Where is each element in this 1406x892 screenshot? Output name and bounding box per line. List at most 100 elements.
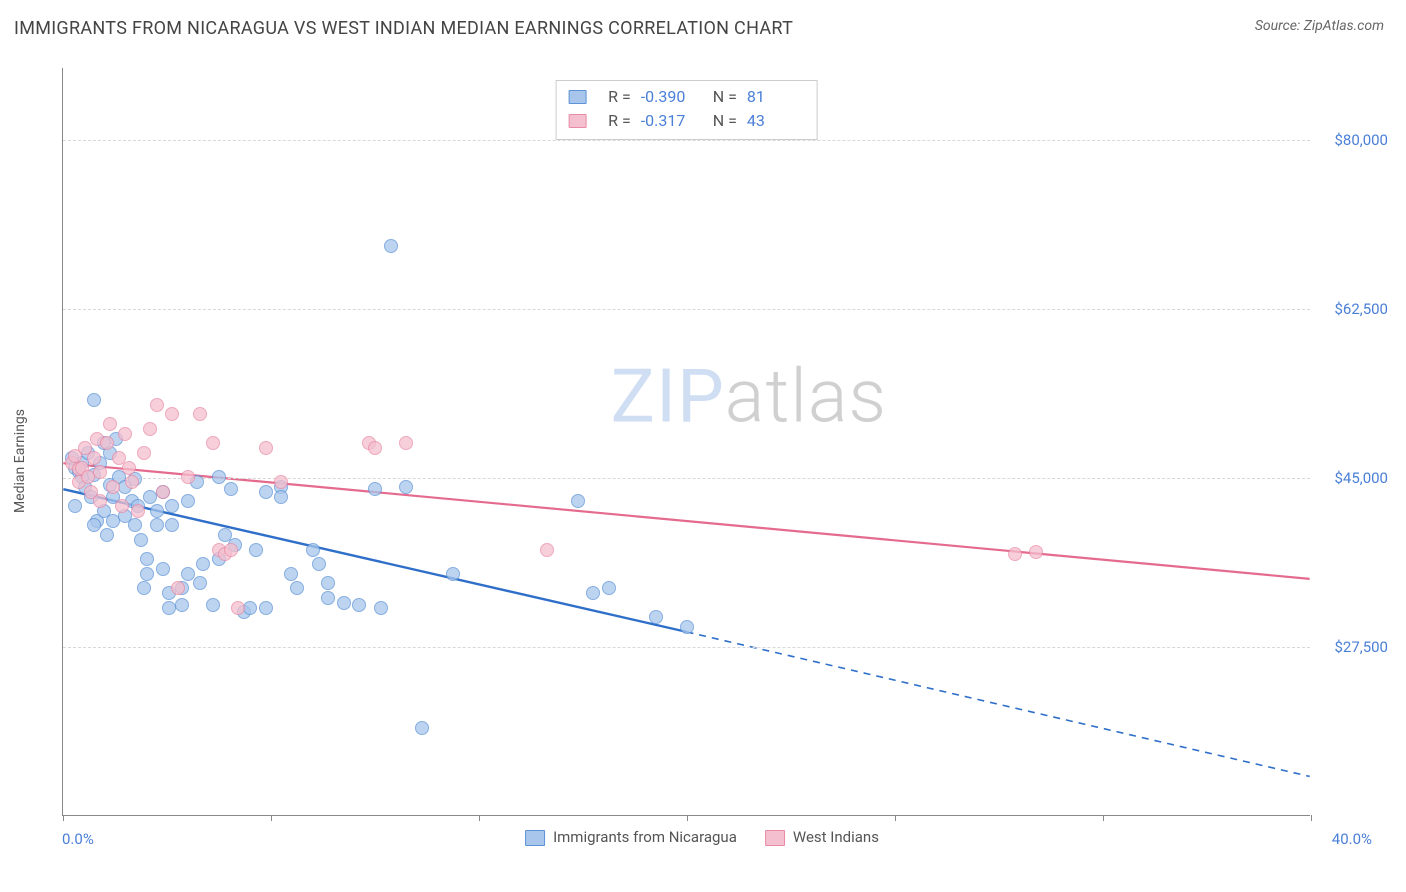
x-tick-mark [63,815,64,821]
data-point-nicaragua [274,490,288,504]
data-point-westindian [115,499,129,513]
x-tick-mark [479,815,480,821]
data-point-nicaragua [290,581,304,595]
stat-swatch-2 [568,114,586,128]
data-point-nicaragua [181,567,195,581]
data-point-westindian [171,581,185,595]
stat-row-series2: R = -0.317 N = 43 [568,109,805,133]
x-tick-left: 0.0% [62,830,94,848]
data-point-nicaragua [384,239,398,253]
data-point-westindian [193,407,207,421]
plot-area: ZIPatlas R = -0.390 N = 81 R = -0.317 N … [62,68,1310,816]
y-tick-label: $27,500 [1320,638,1388,656]
n-label: N = [713,85,737,109]
legend-swatch-2 [765,830,785,846]
data-point-nicaragua [100,528,114,542]
data-point-nicaragua [156,562,170,576]
data-point-nicaragua [128,518,142,532]
trend-lines [63,68,1310,815]
y-tick-label: $80,000 [1320,131,1388,149]
data-point-nicaragua [259,485,273,499]
r-value-1: -0.390 [641,85,699,109]
data-point-nicaragua [284,567,298,581]
data-point-nicaragua [68,499,82,513]
trend-line [63,463,1309,579]
data-point-nicaragua [306,543,320,557]
gridline [63,140,1310,141]
data-point-westindian [206,436,220,450]
stat-legend: R = -0.390 N = 81 R = -0.317 N = 43 [555,80,818,140]
n-label-2: N = [713,109,737,133]
data-point-nicaragua [175,598,189,612]
data-point-westindian [143,422,157,436]
data-point-westindian [274,475,288,489]
data-point-westindian [259,441,273,455]
data-point-westindian [224,543,238,557]
gridline [63,647,1310,648]
data-point-nicaragua [312,557,326,571]
watermark-part1: ZIP [611,353,725,440]
r-value-2: -0.317 [641,109,699,133]
data-point-nicaragua [374,601,388,615]
y-tick-label: $45,000 [1320,469,1388,487]
x-tick-right: 40.0% [1332,830,1372,848]
data-point-westindian [399,436,413,450]
data-point-westindian [103,417,117,431]
data-point-nicaragua [196,557,210,571]
y-tick-label: $62,500 [1320,300,1388,318]
data-point-westindian [122,461,136,475]
data-point-nicaragua [321,591,335,605]
data-point-nicaragua [259,601,273,615]
chart-title: IMMIGRANTS FROM NICARAGUA VS WEST INDIAN… [14,18,793,39]
data-point-nicaragua [140,567,154,581]
data-point-nicaragua [165,499,179,513]
y-axis-label: Median Earnings [12,409,28,513]
x-tick-mark [895,815,896,821]
data-point-nicaragua [87,518,101,532]
data-point-nicaragua [321,576,335,590]
legend-label-2: West Indians [793,828,879,846]
legend-item-2: West Indians [765,828,879,846]
r-label: R = [608,85,631,109]
trend-line [687,632,1310,777]
data-point-nicaragua [193,576,207,590]
data-point-westindian [540,543,554,557]
data-point-nicaragua [134,533,148,547]
source-label: Source: ZipAtlas.com [1255,18,1384,34]
data-point-westindian [106,480,120,494]
data-point-westindian [181,470,195,484]
stat-row-series1: R = -0.390 N = 81 [568,85,805,109]
data-point-nicaragua [181,494,195,508]
data-point-westindian [1029,545,1043,559]
gridline [63,309,1310,310]
data-point-westindian [137,446,151,460]
data-point-westindian [125,475,139,489]
data-point-westindian [150,398,164,412]
data-point-nicaragua [368,482,382,496]
data-point-westindian [87,451,101,465]
data-point-nicaragua [602,581,616,595]
n-value-2: 43 [747,109,805,133]
x-tick-mark [1311,815,1312,821]
n-value-1: 81 [747,85,805,109]
data-point-nicaragua [87,393,101,407]
watermark: ZIPatlas [611,353,887,440]
data-point-nicaragua [337,596,351,610]
data-point-nicaragua [165,518,179,532]
data-point-westindian [93,465,107,479]
gridline [63,478,1310,479]
data-point-nicaragua [150,504,164,518]
data-point-nicaragua [137,581,151,595]
x-tick-mark [271,815,272,821]
data-point-westindian [368,441,382,455]
data-point-nicaragua [224,482,238,496]
data-point-nicaragua [649,610,663,624]
data-point-nicaragua [446,567,460,581]
watermark-part2: atlas [725,353,887,440]
legend-item-1: Immigrants from Nicaragua [525,828,737,846]
x-tick-mark [687,815,688,821]
data-point-nicaragua [352,598,366,612]
data-point-nicaragua [206,598,220,612]
data-point-nicaragua [212,470,226,484]
data-point-westindian [165,407,179,421]
